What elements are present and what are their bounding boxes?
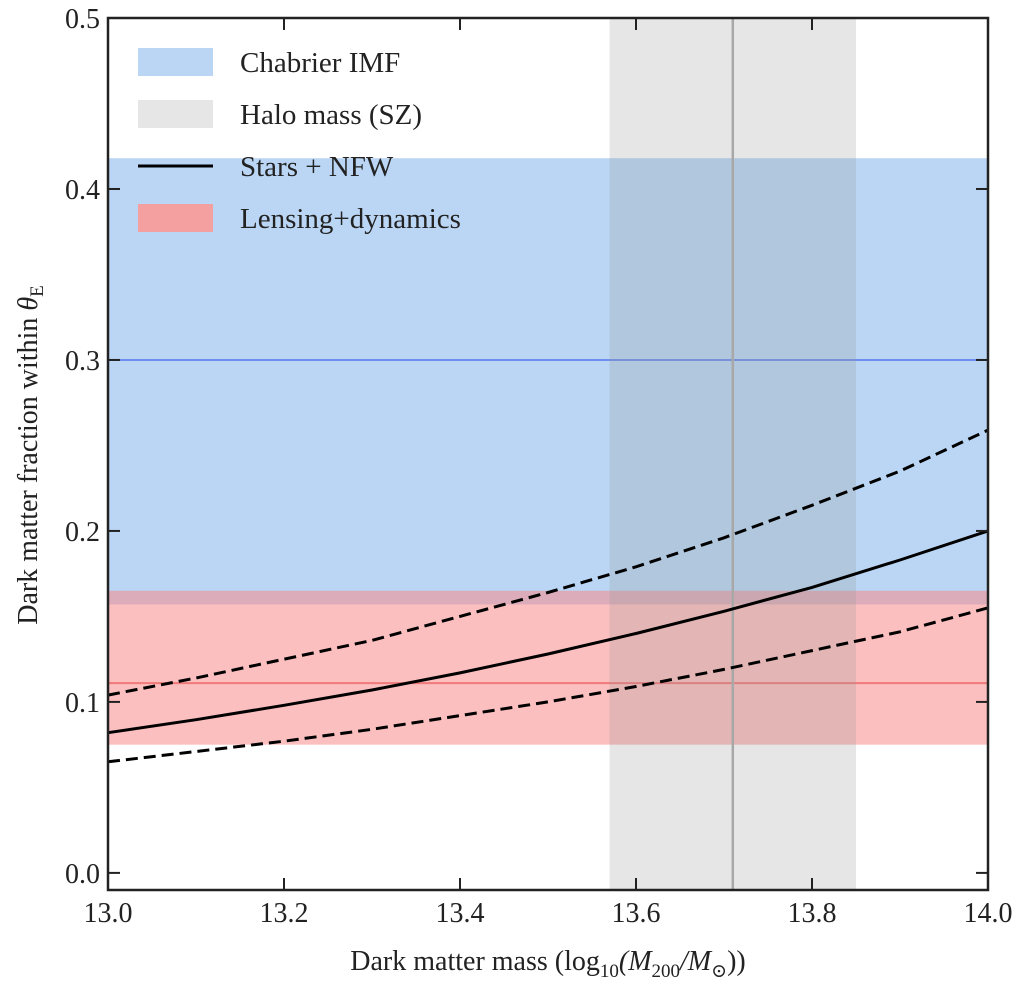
legend: Chabrier IMF Halo mass (SZ) Stars + NFW Len… <box>138 47 461 235</box>
y-tick-label: 0.1 <box>65 688 100 719</box>
plot-frame <box>106 16 990 892</box>
x-tick-label: 13.6 <box>612 898 661 929</box>
legend-label: Lensing+dynamics <box>240 203 461 235</box>
x-tick-label: 14.0 <box>964 898 1013 929</box>
legend-swatch <box>138 204 213 232</box>
x-tick-label: 13.0 <box>84 898 133 929</box>
legend-label: Chabrier IMF <box>240 47 400 79</box>
y-tick-label: 0.2 <box>65 517 100 548</box>
legend-label: Stars + NFW <box>240 151 394 183</box>
lower-dashed-line <box>107 606 989 764</box>
legend-swatch <box>138 100 213 128</box>
y-axis-label: Dark matter fraction within θE <box>13 285 48 625</box>
x-tick-label: 13.8 <box>788 898 837 929</box>
y-tick-label: 0.0 <box>65 859 100 890</box>
x-tick-label: 13.2 <box>260 898 309 929</box>
stars-nfw-line <box>107 529 989 735</box>
lensing-dynamics-band <box>108 590 988 745</box>
y-tick-label: 0.4 <box>65 175 100 206</box>
legend-swatch <box>138 48 213 76</box>
upper-dashed-line <box>107 428 989 697</box>
chabrier-imf-band <box>108 158 988 605</box>
y-tick-label: 0.3 <box>65 346 100 377</box>
y-tick-label: 0.5 <box>65 4 100 35</box>
axes-layer: 13.0 13.2 13.4 13.6 13.8 14.0 0.0 0.1 0.2 0.3 0.4 0… <box>65 4 1013 929</box>
series-layer <box>107 428 989 764</box>
x-tick-label: 13.4 <box>436 898 485 929</box>
x-axis-label: Dark matter mass (log10(M200/M⊙)) <box>350 946 745 982</box>
legend-label: Halo mass (SZ) <box>240 99 422 131</box>
bands-layer <box>108 18 988 890</box>
